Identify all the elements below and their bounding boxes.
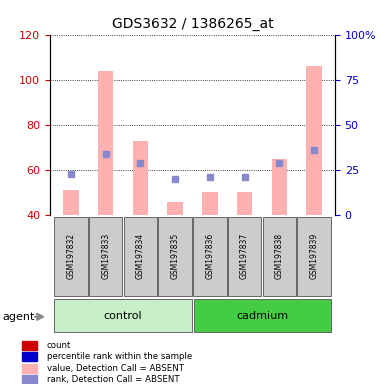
Bar bbox=[98, 71, 114, 215]
Bar bbox=[167, 202, 183, 215]
Bar bbox=[22, 341, 37, 349]
Text: count: count bbox=[47, 341, 71, 349]
Bar bbox=[22, 364, 37, 372]
FancyBboxPatch shape bbox=[159, 217, 192, 296]
Text: GSM197838: GSM197838 bbox=[275, 233, 284, 280]
Text: control: control bbox=[104, 311, 142, 321]
Text: GSM197836: GSM197836 bbox=[205, 233, 214, 280]
Text: agent: agent bbox=[2, 312, 34, 322]
FancyBboxPatch shape bbox=[228, 217, 261, 296]
Bar bbox=[237, 192, 253, 215]
Bar bbox=[202, 192, 218, 215]
Bar bbox=[271, 159, 287, 215]
FancyBboxPatch shape bbox=[54, 300, 192, 332]
FancyBboxPatch shape bbox=[124, 217, 157, 296]
Text: rank, Detection Call = ABSENT: rank, Detection Call = ABSENT bbox=[47, 375, 179, 384]
FancyBboxPatch shape bbox=[54, 217, 87, 296]
FancyBboxPatch shape bbox=[263, 217, 296, 296]
Text: cadmium: cadmium bbox=[236, 311, 288, 321]
Title: GDS3632 / 1386265_at: GDS3632 / 1386265_at bbox=[112, 17, 273, 31]
Text: value, Detection Call = ABSENT: value, Detection Call = ABSENT bbox=[47, 364, 184, 372]
FancyBboxPatch shape bbox=[194, 300, 331, 332]
Text: GSM197837: GSM197837 bbox=[240, 233, 249, 280]
Bar bbox=[132, 141, 148, 215]
Bar bbox=[22, 375, 37, 384]
FancyBboxPatch shape bbox=[89, 217, 122, 296]
FancyBboxPatch shape bbox=[193, 217, 226, 296]
Text: percentile rank within the sample: percentile rank within the sample bbox=[47, 352, 192, 361]
Bar bbox=[22, 352, 37, 361]
FancyBboxPatch shape bbox=[298, 217, 331, 296]
Text: GSM197835: GSM197835 bbox=[171, 233, 180, 280]
Bar bbox=[63, 190, 79, 215]
Text: GSM197839: GSM197839 bbox=[310, 233, 319, 280]
Text: GSM197834: GSM197834 bbox=[136, 233, 145, 280]
Text: GSM197832: GSM197832 bbox=[66, 233, 75, 280]
Bar bbox=[306, 66, 322, 215]
Text: GSM197833: GSM197833 bbox=[101, 233, 110, 280]
